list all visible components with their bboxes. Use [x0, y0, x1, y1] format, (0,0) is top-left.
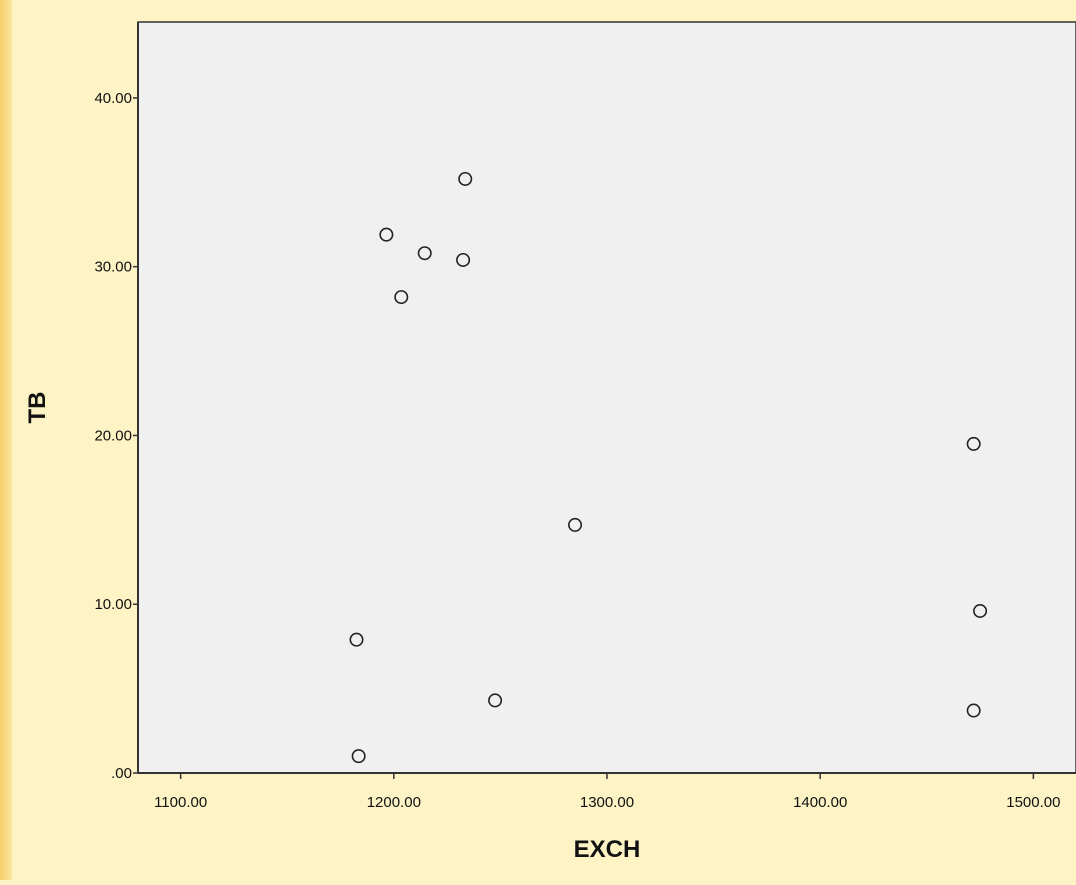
data-point — [458, 171, 473, 186]
y-tick-label: 10.00 — [94, 596, 132, 613]
data-point — [351, 749, 366, 764]
background-strip — [0, 0, 12, 880]
x-tick-label: 1400.00 — [793, 794, 847, 811]
plot-area — [137, 21, 1076, 774]
data-point — [966, 703, 981, 718]
data-points — [349, 171, 988, 764]
data-point — [488, 693, 503, 708]
data-point — [456, 252, 471, 267]
x-tick-label: 1100.00 — [154, 794, 207, 811]
data-point — [379, 227, 394, 242]
x-tick-label: 1500.00 — [1006, 794, 1060, 811]
x-tick-label: 1200.00 — [367, 794, 421, 811]
data-point — [349, 632, 364, 647]
x-tick-label: 1300.00 — [580, 794, 634, 811]
y-tick-label: .00 — [111, 765, 132, 782]
y-tick-label: 20.00 — [94, 427, 132, 444]
y-axis-label: TB — [24, 392, 51, 424]
data-point — [973, 603, 988, 618]
y-axis: .00 10.00 20.00 30.00 40.00 — [94, 90, 138, 782]
data-point — [417, 246, 432, 261]
y-tick-label: 40.00 — [94, 90, 132, 107]
x-axis-label: EXCH — [574, 836, 641, 863]
y-tick-label: 30.00 — [94, 259, 132, 276]
data-point — [966, 436, 981, 451]
data-point — [394, 290, 409, 305]
x-axis: 1100.00 1200.00 1300.00 1400.00 1500.00 — [154, 773, 1060, 811]
data-point — [568, 517, 583, 532]
